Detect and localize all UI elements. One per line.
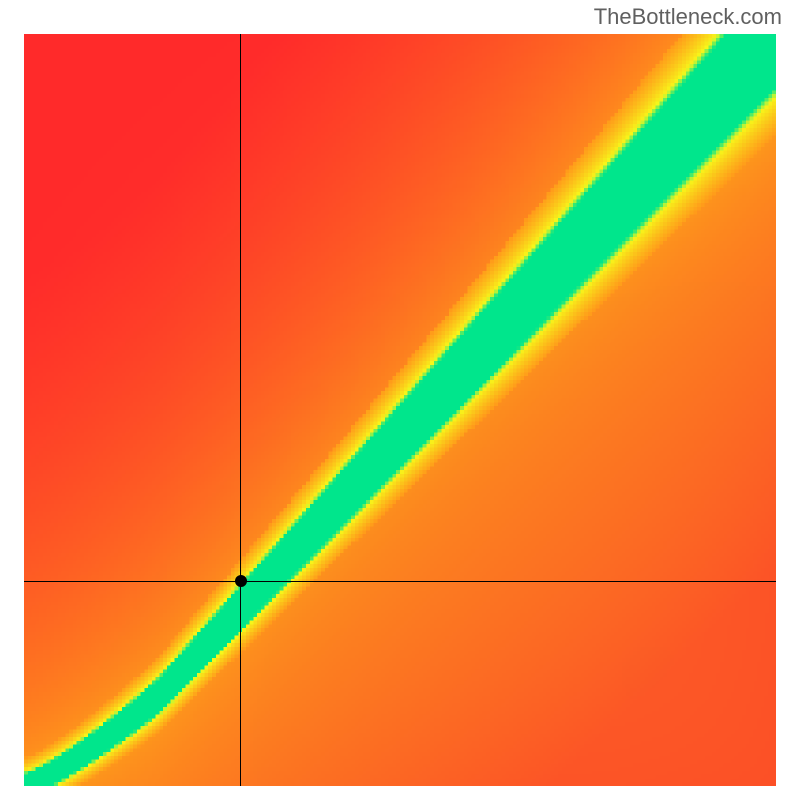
watermark-text: TheBottleneck.com <box>594 4 782 30</box>
heatmap-plot <box>24 34 776 786</box>
crosshair-vertical <box>240 34 241 786</box>
heatmap-canvas <box>24 34 776 786</box>
crosshair-marker <box>235 575 247 587</box>
crosshair-horizontal <box>24 581 776 582</box>
chart-container: TheBottleneck.com <box>0 0 800 800</box>
